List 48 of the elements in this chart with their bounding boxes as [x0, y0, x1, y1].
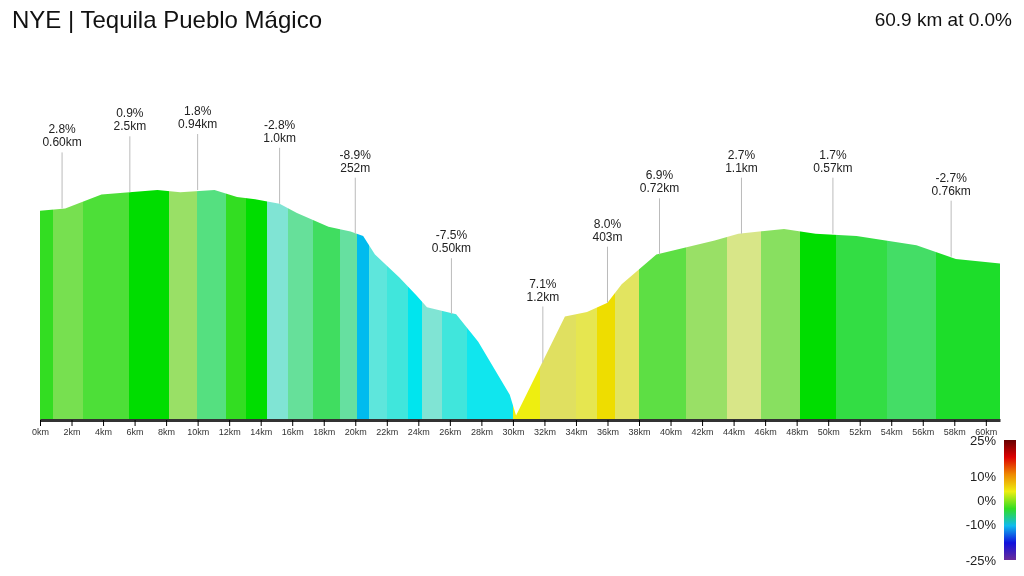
annotation: -2.8% 1.0km — [263, 117, 296, 145]
x-tick-label: 30km — [502, 427, 525, 438]
x-tick-label: 12km — [218, 427, 241, 438]
x-tick-label: 36km — [596, 427, 619, 438]
x-tick-label: 20km — [344, 427, 367, 438]
x-tick-label: 8km — [158, 427, 176, 438]
annotation: 1.7% 0.57km — [813, 147, 853, 175]
chart-subtitle: 60.9 km at 0.0% — [874, 9, 1013, 30]
x-tick-label: 32km — [533, 427, 556, 438]
x-tick-label: 16km — [281, 427, 304, 438]
x-tick-label: 22km — [376, 427, 399, 438]
annotation: 2.8% 0.60km — [42, 122, 82, 150]
color-bar-label: -25% — [965, 553, 997, 568]
annotation: -8.9% 252m — [339, 147, 372, 175]
x-tick-label: 46km — [754, 427, 777, 438]
x-tick-label: 52km — [849, 427, 872, 438]
x-tick-label: 38km — [628, 427, 651, 438]
x-tick-label: 6km — [126, 427, 144, 438]
x-tick-label: 14km — [250, 427, 273, 438]
annotation: 2.7% 1.1km — [725, 147, 758, 175]
x-tick-label: 28km — [470, 427, 493, 438]
x-tick-label: 54km — [880, 427, 903, 438]
x-tick-label: 26km — [439, 427, 462, 438]
annotation: -7.5% 0.50km — [431, 228, 472, 256]
color-bar-label: -10% — [965, 517, 997, 532]
x-tick-label: 2km — [63, 427, 81, 438]
x-tick-label: 0km — [31, 427, 50, 438]
color-bar-label: 0% — [977, 493, 997, 508]
x-tick-label: 56km — [912, 427, 935, 438]
x-tick-label: 48km — [786, 427, 809, 438]
annotation: -2.7% 0.76km — [931, 170, 971, 198]
x-tick-label: 58km — [943, 427, 966, 438]
x-tick-label: 42km — [691, 427, 714, 438]
annotation: 0.9% 2.5km — [113, 106, 147, 134]
annotation: 7.1% 1.2km — [526, 276, 560, 304]
chart-title: NYE | Tequila Pueblo Mágico — [12, 6, 322, 33]
x-tick-label: 50km — [817, 427, 840, 438]
x-tick-label: 44km — [723, 427, 746, 438]
annotation: 1.8% 0.94km — [177, 104, 218, 131]
x-tick-label: 24km — [407, 427, 430, 438]
x-tick-label: 34km — [565, 427, 588, 438]
x-tick-label: 10km — [187, 427, 210, 438]
annotation: 8.0% 403m — [592, 216, 623, 244]
annotation: 6.9% 0.72km — [639, 168, 680, 196]
color-bar-label: 10% — [969, 469, 997, 484]
x-tick-label: 18km — [313, 427, 336, 438]
x-tick-label: 40km — [660, 427, 683, 438]
x-tick-label: 4km — [95, 427, 113, 438]
